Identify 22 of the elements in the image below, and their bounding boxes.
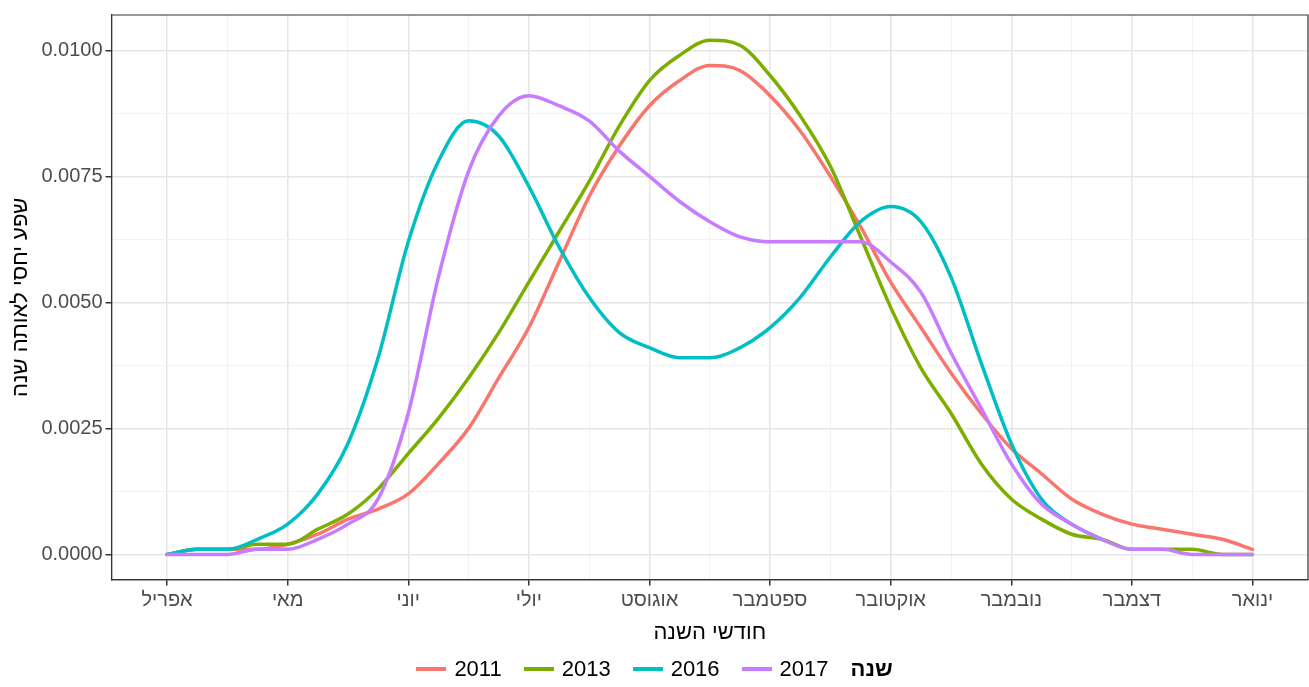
y-tick-label: 0.0050 xyxy=(41,289,103,312)
legend-label: 2017 xyxy=(779,655,829,682)
x-tick-label: אוגוסט xyxy=(620,588,679,611)
x-tick-label: אפריל xyxy=(141,588,194,611)
y-axis-title: שפע יחסי לאותה שנה xyxy=(7,197,33,398)
x-tick-label: מאי xyxy=(271,588,304,611)
x-tick-label: ינואר xyxy=(1231,588,1274,611)
x-tick-label: ספטמבר xyxy=(732,588,808,611)
legend-title: שנה xyxy=(850,655,893,682)
y-tick-label: 0.0075 xyxy=(41,163,103,186)
y-tick-label: 0.0100 xyxy=(41,37,103,60)
legend-label: 2011 xyxy=(454,655,502,682)
y-tick-label: 0.0025 xyxy=(41,415,103,438)
x-axis-title: חודשי השנה xyxy=(653,618,767,644)
x-tick-label: יוני xyxy=(396,588,420,611)
legend-label: 2013 xyxy=(561,655,611,682)
legend-label: 2016 xyxy=(670,655,720,682)
x-tick-label: יולי xyxy=(515,588,542,611)
x-tick-label: דצמבר xyxy=(1102,588,1162,611)
y-tick-label: 0.0000 xyxy=(41,541,103,564)
x-tick-label: נובמבר xyxy=(980,588,1042,611)
x-tick-label: אוקטובר xyxy=(855,588,927,611)
